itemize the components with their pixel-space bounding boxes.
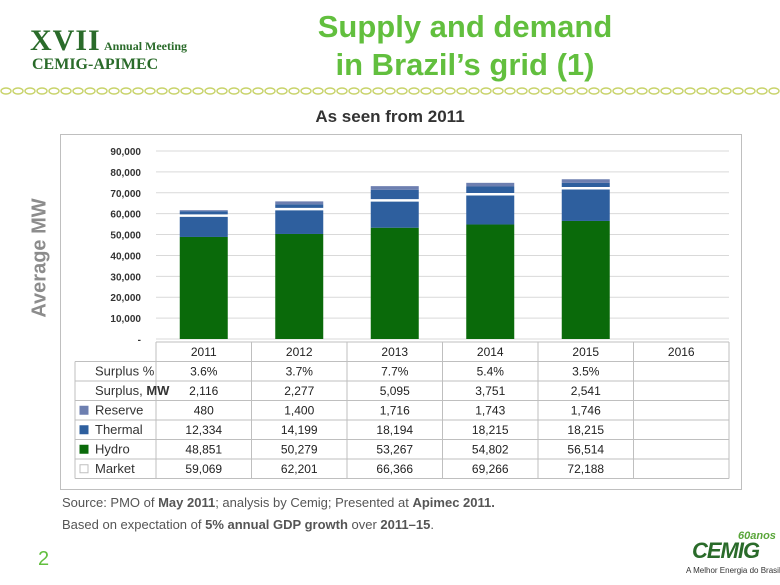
table-cell: 18,194 <box>376 423 413 437</box>
y-tick-label: 20,000 <box>110 293 141 304</box>
table-cell: 62,201 <box>281 462 318 476</box>
table-cell: 3.7% <box>286 364 314 378</box>
footer-assumption-note: Based on expectation of 5% annual GDP gr… <box>62 517 434 532</box>
x-tick-label: 2011 <box>191 345 217 359</box>
title-line-1: Supply and demand <box>317 9 613 44</box>
table-cell: 56,514 <box>567 442 604 456</box>
table-cell: 2,116 <box>189 384 218 398</box>
logo-roman-numeral: XVII <box>30 24 101 57</box>
bar-hydro-2014 <box>466 224 515 339</box>
x-tick-label: 2015 <box>572 345 599 359</box>
table-cell: 1,743 <box>475 403 505 417</box>
bar-reserve-2011 <box>179 210 228 212</box>
bar-reserve-2014 <box>466 182 515 187</box>
table-cell: 69,266 <box>472 462 509 476</box>
anniversary-badge: 60anos <box>738 530 776 542</box>
event-logo: XVII Annual Meeting CEMIG-APIMEC <box>30 20 200 80</box>
y-tick-label: 10,000 <box>110 314 141 325</box>
table-cell: 59,069 <box>185 462 222 476</box>
y-axis-label: Average MW <box>28 198 51 318</box>
chart-panel: - 10,000 20,000 30,000 40,000 50,000 60,000 70,… <box>60 134 742 490</box>
legend-swatch-hydro <box>79 444 89 454</box>
table-cell: 3.6% <box>190 364 218 378</box>
stacked-bar-chart: - 10,000 20,000 30,000 40,000 50,000 60,000 70,… <box>74 147 730 479</box>
table-cell: 5,095 <box>380 384 410 398</box>
y-tick-label: 40,000 <box>110 251 141 262</box>
table-cell: 18,215 <box>567 423 604 437</box>
bar-reserve-2013 <box>370 186 419 190</box>
y-tick-label: 90,000 <box>110 147 141 158</box>
bar-thermal-2014 <box>466 186 515 225</box>
table-row-label: Market <box>95 461 135 476</box>
logo-meeting-text: Annual Meeting <box>104 39 188 53</box>
bar-thermal-2013 <box>370 189 419 228</box>
bar-hydro-2013 <box>370 227 419 339</box>
table-cell: 2,541 <box>571 384 601 398</box>
table-row-label: Surplus % <box>95 363 155 378</box>
table-cell: 3.5% <box>572 364 600 378</box>
chart-subtitle: As seen from 2011 <box>315 107 465 126</box>
x-tick-label: 2014 <box>477 345 504 359</box>
table-cell: 50,279 <box>281 442 318 456</box>
table-cell: 12,334 <box>185 423 222 437</box>
table-cell: 18,215 <box>472 423 509 437</box>
table-cell: 53,267 <box>376 442 413 456</box>
logo-org-text: CEMIG-APIMEC <box>32 56 159 73</box>
page-number: 2 <box>38 548 50 570</box>
table-cell: 14,199 <box>281 423 318 437</box>
decorative-chain-divider <box>0 84 780 98</box>
table-cell: 480 <box>194 403 214 417</box>
legend-swatch-reserve <box>79 405 89 415</box>
bar-hydro-2012 <box>275 233 324 339</box>
table-cell: 3,751 <box>475 384 505 398</box>
y-tick-label: 30,000 <box>110 272 141 283</box>
table-cell: 5.4% <box>477 364 505 378</box>
table-cell: 1,400 <box>284 403 314 417</box>
bar-reserve-2012 <box>275 201 324 205</box>
bar-hydro-2011 <box>179 236 228 339</box>
x-tick-label: 2012 <box>286 345 313 359</box>
bar-hydro-2015 <box>561 220 610 339</box>
table-row-label: Reserve <box>95 402 143 417</box>
legend-swatch-market <box>79 464 89 474</box>
slide-title: Supply and demand in Brazil’s grid (1) <box>280 8 650 84</box>
table-cell: 54,802 <box>472 442 509 456</box>
cemig-logo: 60anos CEMIG A Melhor Energia do Brasil. <box>686 530 780 580</box>
y-tick-label: 50,000 <box>110 231 141 242</box>
table-cell: 7.7% <box>381 364 409 378</box>
footer-source-note: Source: PMO of May 2011; analysis by Cem… <box>62 495 495 510</box>
brand-tagline: A Melhor Energia do Brasil. <box>686 566 780 575</box>
x-tick-label: 2016 <box>668 345 695 359</box>
bar-reserve-2015 <box>561 179 610 183</box>
y-tick-label: 80,000 <box>110 168 141 179</box>
table-cell: 2,277 <box>284 384 314 398</box>
table-cell: 66,366 <box>376 462 413 476</box>
table-cell: 1,746 <box>571 403 601 417</box>
table-row-label: Surplus, MW <box>95 383 170 398</box>
y-tick-label: - <box>138 335 141 346</box>
title-line-2: in Brazil’s grid (1) <box>335 47 595 82</box>
table-row-label: Hydro <box>95 441 130 456</box>
table-cell: 72,188 <box>567 462 604 476</box>
table-row-label: Thermal <box>95 422 143 437</box>
brand-wordmark: CEMIG <box>692 538 760 563</box>
y-tick-label: 60,000 <box>110 210 141 221</box>
x-tick-label: 2013 <box>381 345 408 359</box>
table-cell: 48,851 <box>185 442 222 456</box>
legend-swatch-thermal <box>79 425 89 435</box>
y-tick-label: 70,000 <box>110 189 141 200</box>
table-cell: 1,716 <box>380 403 410 417</box>
